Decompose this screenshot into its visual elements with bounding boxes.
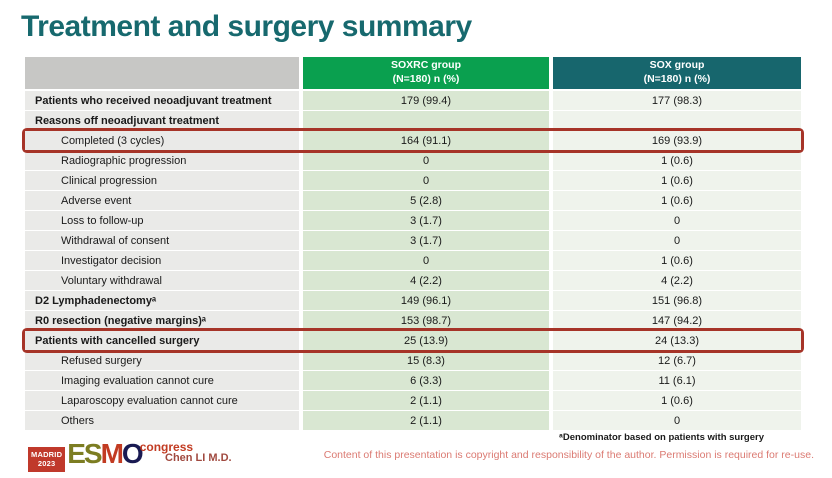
table-row: Patients with cancelled surgery 25 (13.9…: [25, 331, 801, 350]
sox-value: 0: [553, 411, 801, 430]
table-row: Refused surgery 15 (8.3) 12 (6.7): [25, 351, 801, 370]
row-label: Laparoscopy evaluation cannot cure: [25, 391, 299, 410]
esmo-wordmark: ESMO: [67, 438, 144, 469]
row-label: Reasons off neoadjuvant treatment: [25, 111, 299, 130]
soxrc-value: 149 (96.1): [303, 291, 549, 310]
sox-value: 12 (6.7): [553, 351, 801, 370]
soxrc-value: [303, 111, 549, 130]
empty-header-cell: [25, 57, 299, 89]
row-label: Refused surgery: [25, 351, 299, 370]
soxrc-header-line1: SOXRC group: [391, 59, 461, 72]
sox-value: 0: [553, 211, 801, 230]
sox-value: 1 (0.6): [553, 251, 801, 270]
sox-value: 1 (0.6): [553, 191, 801, 210]
congress-label: congress: [139, 440, 194, 454]
soxrc-value: 0: [303, 171, 549, 190]
row-label: Withdrawal of consent: [25, 231, 299, 250]
soxrc-value: 179 (99.4): [303, 91, 549, 110]
slide-footer: MADRID 2023 ESMO congress Chen LI M.D. ᵃ…: [0, 428, 832, 478]
table-row: Voluntary withdrawal 4 (2.2) 4 (2.2): [25, 271, 801, 290]
table-row: Withdrawal of consent 3 (1.7) 0: [25, 231, 801, 250]
table-row: Radiographic progression 0 1 (0.6): [25, 151, 801, 170]
sox-header-line2: (N=180) n (%): [643, 73, 711, 85]
sox-value: 151 (96.8): [553, 291, 801, 310]
row-label: Adverse event: [25, 191, 299, 210]
soxrc-value: 25 (13.9): [303, 331, 549, 350]
row-label: Loss to follow-up: [25, 211, 299, 230]
sox-value: 177 (98.3): [553, 91, 801, 110]
soxrc-value: 3 (1.7): [303, 211, 549, 230]
sox-value: 0: [553, 231, 801, 250]
madrid-2023-badge: MADRID 2023: [28, 447, 66, 472]
summary-table: SOXRC group (N=180) n (%) SOX group (N=1…: [25, 57, 801, 431]
soxrc-value: 0: [303, 151, 549, 170]
table-row: D2 Lymphadenectomyᵃ 149 (96.1) 151 (96.8…: [25, 291, 801, 310]
copyright-notice: Content of this presentation is copyrigh…: [323, 449, 814, 461]
row-label: Imaging evaluation cannot cure: [25, 371, 299, 390]
row-label: D2 Lymphadenectomyᵃ: [25, 291, 299, 310]
badge-city: MADRID: [31, 450, 63, 459]
esmo-letter-s: S: [83, 438, 103, 469]
soxrc-value: 2 (1.1): [303, 411, 549, 430]
sox-value: 147 (94.2): [553, 311, 801, 330]
row-label: Investigator decision: [25, 251, 299, 270]
soxrc-value: 2 (1.1): [303, 391, 549, 410]
table-footnote: ᵃDenominator based on patients with surg…: [559, 432, 764, 443]
soxrc-value: 3 (1.7): [303, 231, 549, 250]
badge-year: 2023: [37, 459, 56, 469]
table-row: Others 2 (1.1) 0: [25, 411, 801, 430]
sox-value: 169 (93.9): [553, 131, 801, 150]
soxrc-group-header: SOXRC group (N=180) n (%): [303, 57, 549, 89]
table-row: Clinical progression 0 1 (0.6): [25, 171, 801, 190]
soxrc-header-line2: (N=180) n (%): [392, 73, 460, 85]
page-title: Treatment and surgery summary: [21, 10, 472, 43]
table-row: Adverse event 5 (2.8) 1 (0.6): [25, 191, 801, 210]
sox-group-header: SOX group (N=180) n (%): [553, 57, 801, 89]
soxrc-value: 164 (91.1): [303, 131, 549, 150]
table-row: R0 resection (negative margins)ᵃ 153 (98…: [25, 311, 801, 330]
sox-value: 1 (0.6): [553, 151, 801, 170]
esmo-letter-m: M: [100, 438, 124, 469]
table-row: Imaging evaluation cannot cure 6 (3.3) 1…: [25, 371, 801, 390]
sox-header-line1: SOX group: [649, 59, 705, 72]
sox-value: 11 (6.1): [553, 371, 801, 390]
table-row: Loss to follow-up 3 (1.7) 0: [25, 211, 801, 230]
table-body: Patients who received neoadjuvant treatm…: [25, 91, 801, 430]
sox-value: 24 (13.3): [553, 331, 801, 350]
sox-value: 4 (2.2): [553, 271, 801, 290]
table-row: Investigator decision 0 1 (0.6): [25, 251, 801, 270]
soxrc-value: 4 (2.2): [303, 271, 549, 290]
esmo-congress-logo: MADRID 2023 ESMO congress: [28, 440, 193, 472]
row-label: Radiographic progression: [25, 151, 299, 170]
row-label: Clinical progression: [25, 171, 299, 190]
table-row: Completed (3 cycles) 164 (91.1) 169 (93.…: [25, 131, 801, 150]
row-label: Patients who received neoadjuvant treatm…: [25, 91, 299, 110]
row-label: R0 resection (negative margins)ᵃ: [25, 311, 299, 330]
soxrc-value: 153 (98.7): [303, 311, 549, 330]
esmo-letter-o: O: [121, 438, 144, 469]
soxrc-value: 6 (3.3): [303, 371, 549, 390]
sox-value: 1 (0.6): [553, 391, 801, 410]
row-label: Completed (3 cycles): [25, 131, 299, 150]
row-label: Voluntary withdrawal: [25, 271, 299, 290]
author-name: Chen LI M.D.: [165, 452, 232, 464]
soxrc-value: 5 (2.8): [303, 191, 549, 210]
table-row: Patients who received neoadjuvant treatm…: [25, 91, 801, 110]
sox-value: [553, 111, 801, 130]
table-row: Reasons off neoadjuvant treatment: [25, 111, 801, 130]
row-label: Others: [25, 411, 299, 430]
table-row: Laparoscopy evaluation cannot cure 2 (1.…: [25, 391, 801, 410]
sox-value: 1 (0.6): [553, 171, 801, 190]
table-header-row: SOXRC group (N=180) n (%) SOX group (N=1…: [25, 57, 801, 89]
soxrc-value: 0: [303, 251, 549, 270]
row-label: Patients with cancelled surgery: [25, 331, 299, 350]
esmo-letter-e: E: [67, 438, 86, 469]
soxrc-value: 15 (8.3): [303, 351, 549, 370]
